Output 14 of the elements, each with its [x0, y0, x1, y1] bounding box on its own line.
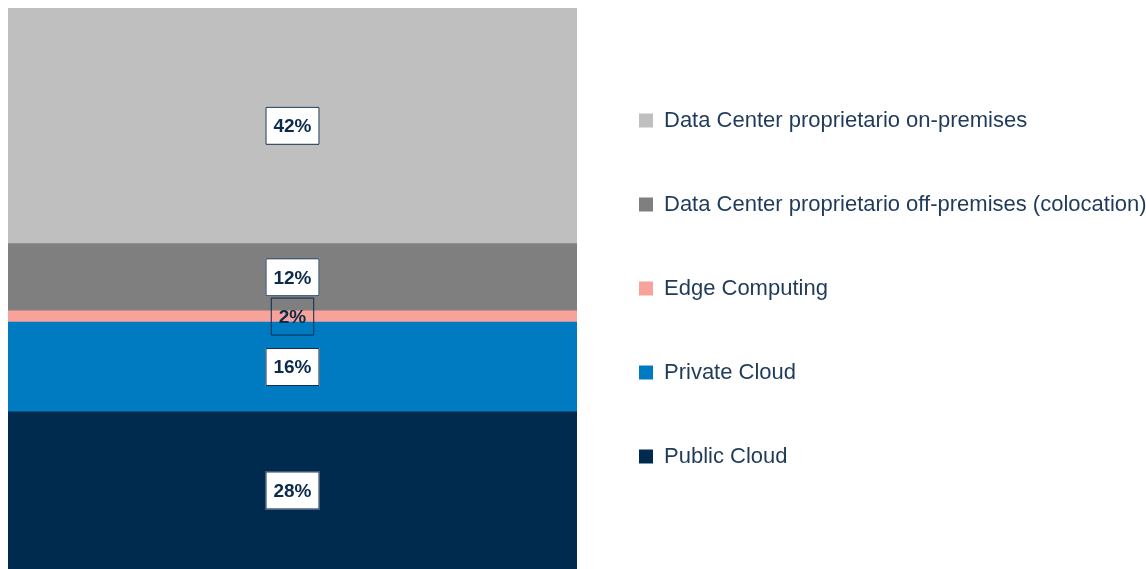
legend-label: Private Cloud	[664, 358, 797, 384]
legend-label: Public Cloud	[664, 442, 788, 468]
legend-label: Data Center proprietario off-premises (colocation)	[664, 190, 1146, 216]
data-label: 2%	[278, 305, 307, 327]
data-label: 16%	[273, 356, 312, 378]
data-label: 42%	[273, 115, 312, 137]
bar	[8, 321, 577, 413]
bar	[8, 8, 577, 244]
bar	[8, 243, 577, 312]
data-label: 12%	[273, 266, 312, 288]
legend-label: Edge Computing	[664, 274, 828, 300]
data-label: 28%	[273, 479, 312, 501]
legend-label: Data Center proprietario on-premises	[664, 106, 1028, 132]
bar	[8, 411, 577, 569]
